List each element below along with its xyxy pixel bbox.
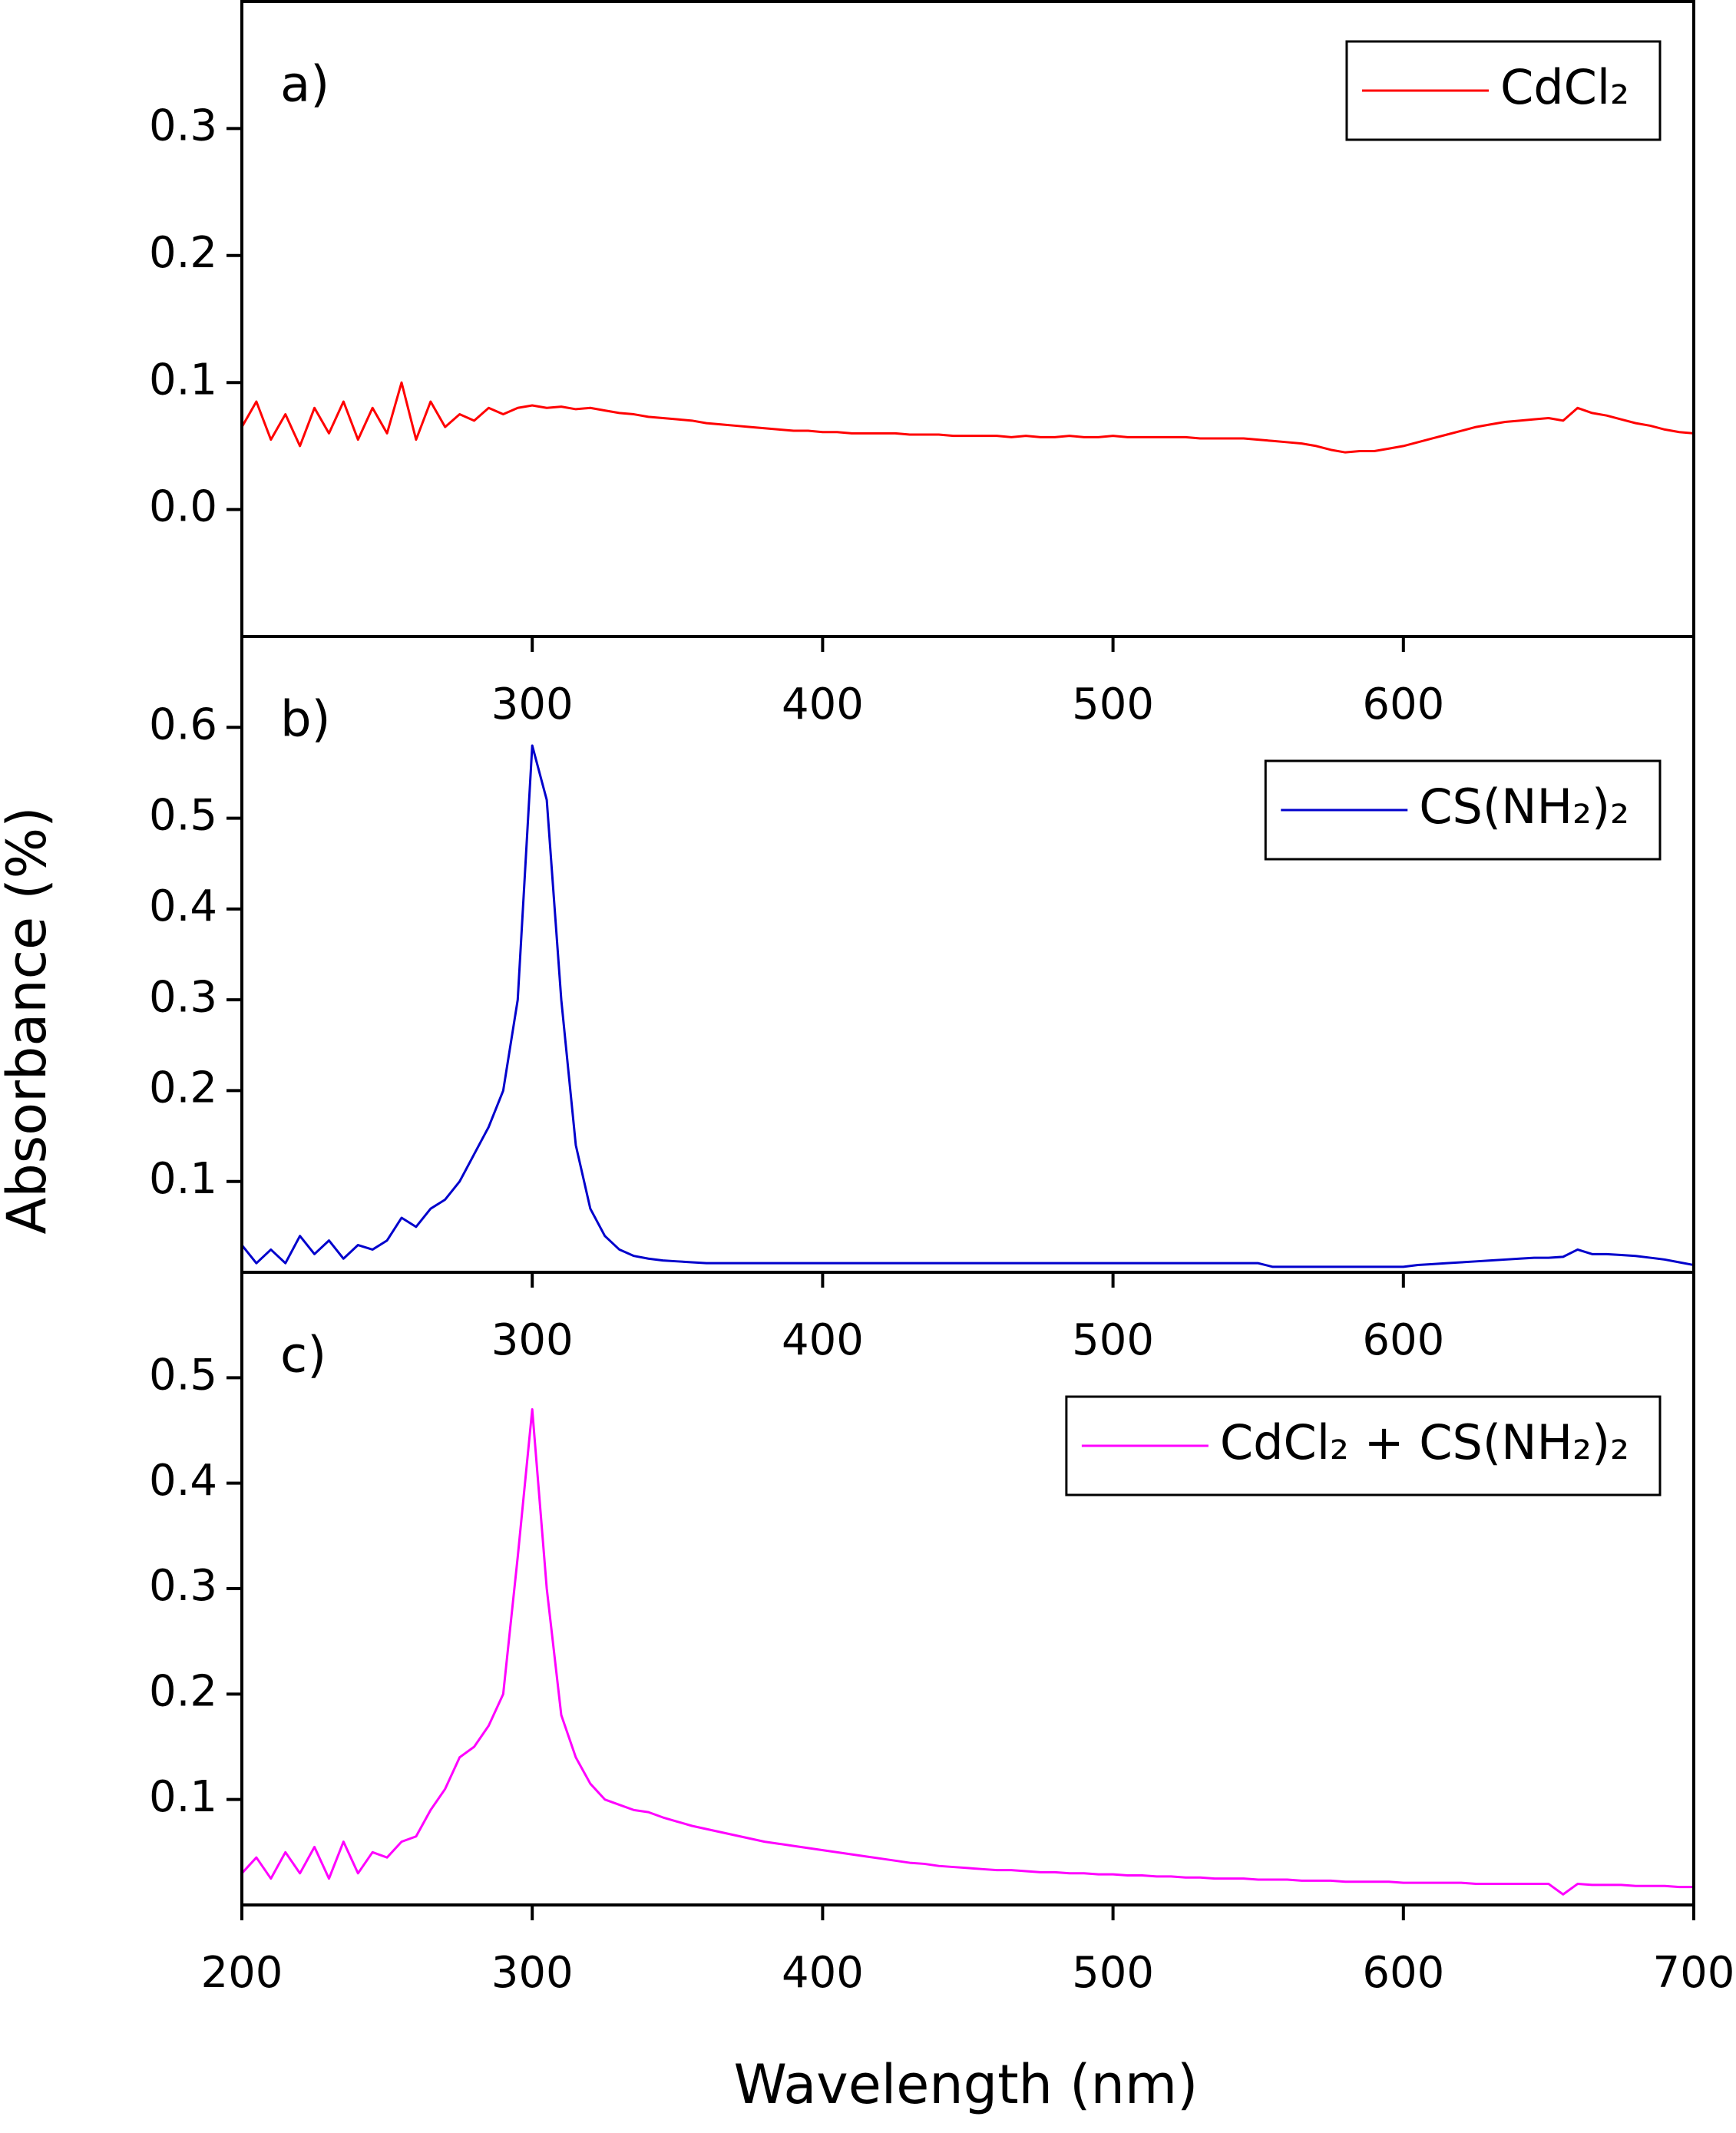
x-tick-label: 500: [1072, 680, 1154, 729]
legend-label: CdCl₂: [1500, 59, 1629, 115]
y-tick-label: 0.6: [149, 699, 217, 749]
y-tick-label: 0.2: [149, 1063, 217, 1113]
x-tick-label: 400: [782, 680, 864, 729]
x-tick-label: 500: [1072, 1948, 1154, 1998]
y-tick-label: 0.1: [149, 1154, 217, 1204]
data-line: [240, 744, 1695, 1268]
panel-label: b): [280, 692, 331, 749]
panel-label: a): [280, 57, 329, 114]
x-tick-label: 400: [782, 1948, 864, 1998]
x-tick-label: 300: [491, 680, 574, 729]
data-line: [240, 381, 1695, 454]
y-tick-label: 0.4: [149, 1456, 217, 1506]
x-tick-label: 600: [1362, 1948, 1444, 1998]
x-tick-label: 600: [1362, 1315, 1444, 1365]
y-tick-label: 0.1: [149, 355, 217, 405]
x-tick-label: 700: [1653, 1948, 1735, 1998]
x-tick-label: 300: [491, 1315, 574, 1365]
x-tick-label: 300: [491, 1948, 574, 1998]
y-tick-label: 0.3: [149, 1561, 217, 1611]
y-tick-label: 0.5: [149, 791, 217, 841]
plot-frame: [240, 1271, 1695, 1906]
x-tick-label: 200: [201, 1948, 283, 1998]
plot-frame: [240, 635, 1695, 1274]
legend-label: CdCl₂ + CS(NH₂)₂: [1220, 1414, 1629, 1470]
x-tick-label: 400: [782, 1315, 864, 1365]
x-axis-title: Wavelength (nm): [734, 2053, 1199, 2116]
y-tick-label: 0.0: [149, 482, 217, 532]
y-tick-label: 0.2: [149, 228, 217, 278]
y-tick-label: 0.4: [149, 881, 217, 931]
y-tick-label: 0.2: [149, 1666, 217, 1716]
x-tick-label: 600: [1362, 680, 1444, 729]
y-tick-label: 0.3: [149, 101, 217, 151]
x-tick-label: 500: [1072, 1315, 1154, 1365]
legend-label: CS(NH₂)₂: [1419, 779, 1629, 835]
data-line: [240, 1408, 1694, 1896]
y-tick-label: 0.3: [149, 972, 217, 1022]
y-tick-label: 0.5: [149, 1350, 217, 1400]
y-axis-title: Absorbance (%): [0, 806, 58, 1234]
panel-label: c): [280, 1328, 326, 1384]
y-tick-label: 0.1: [149, 1772, 217, 1822]
